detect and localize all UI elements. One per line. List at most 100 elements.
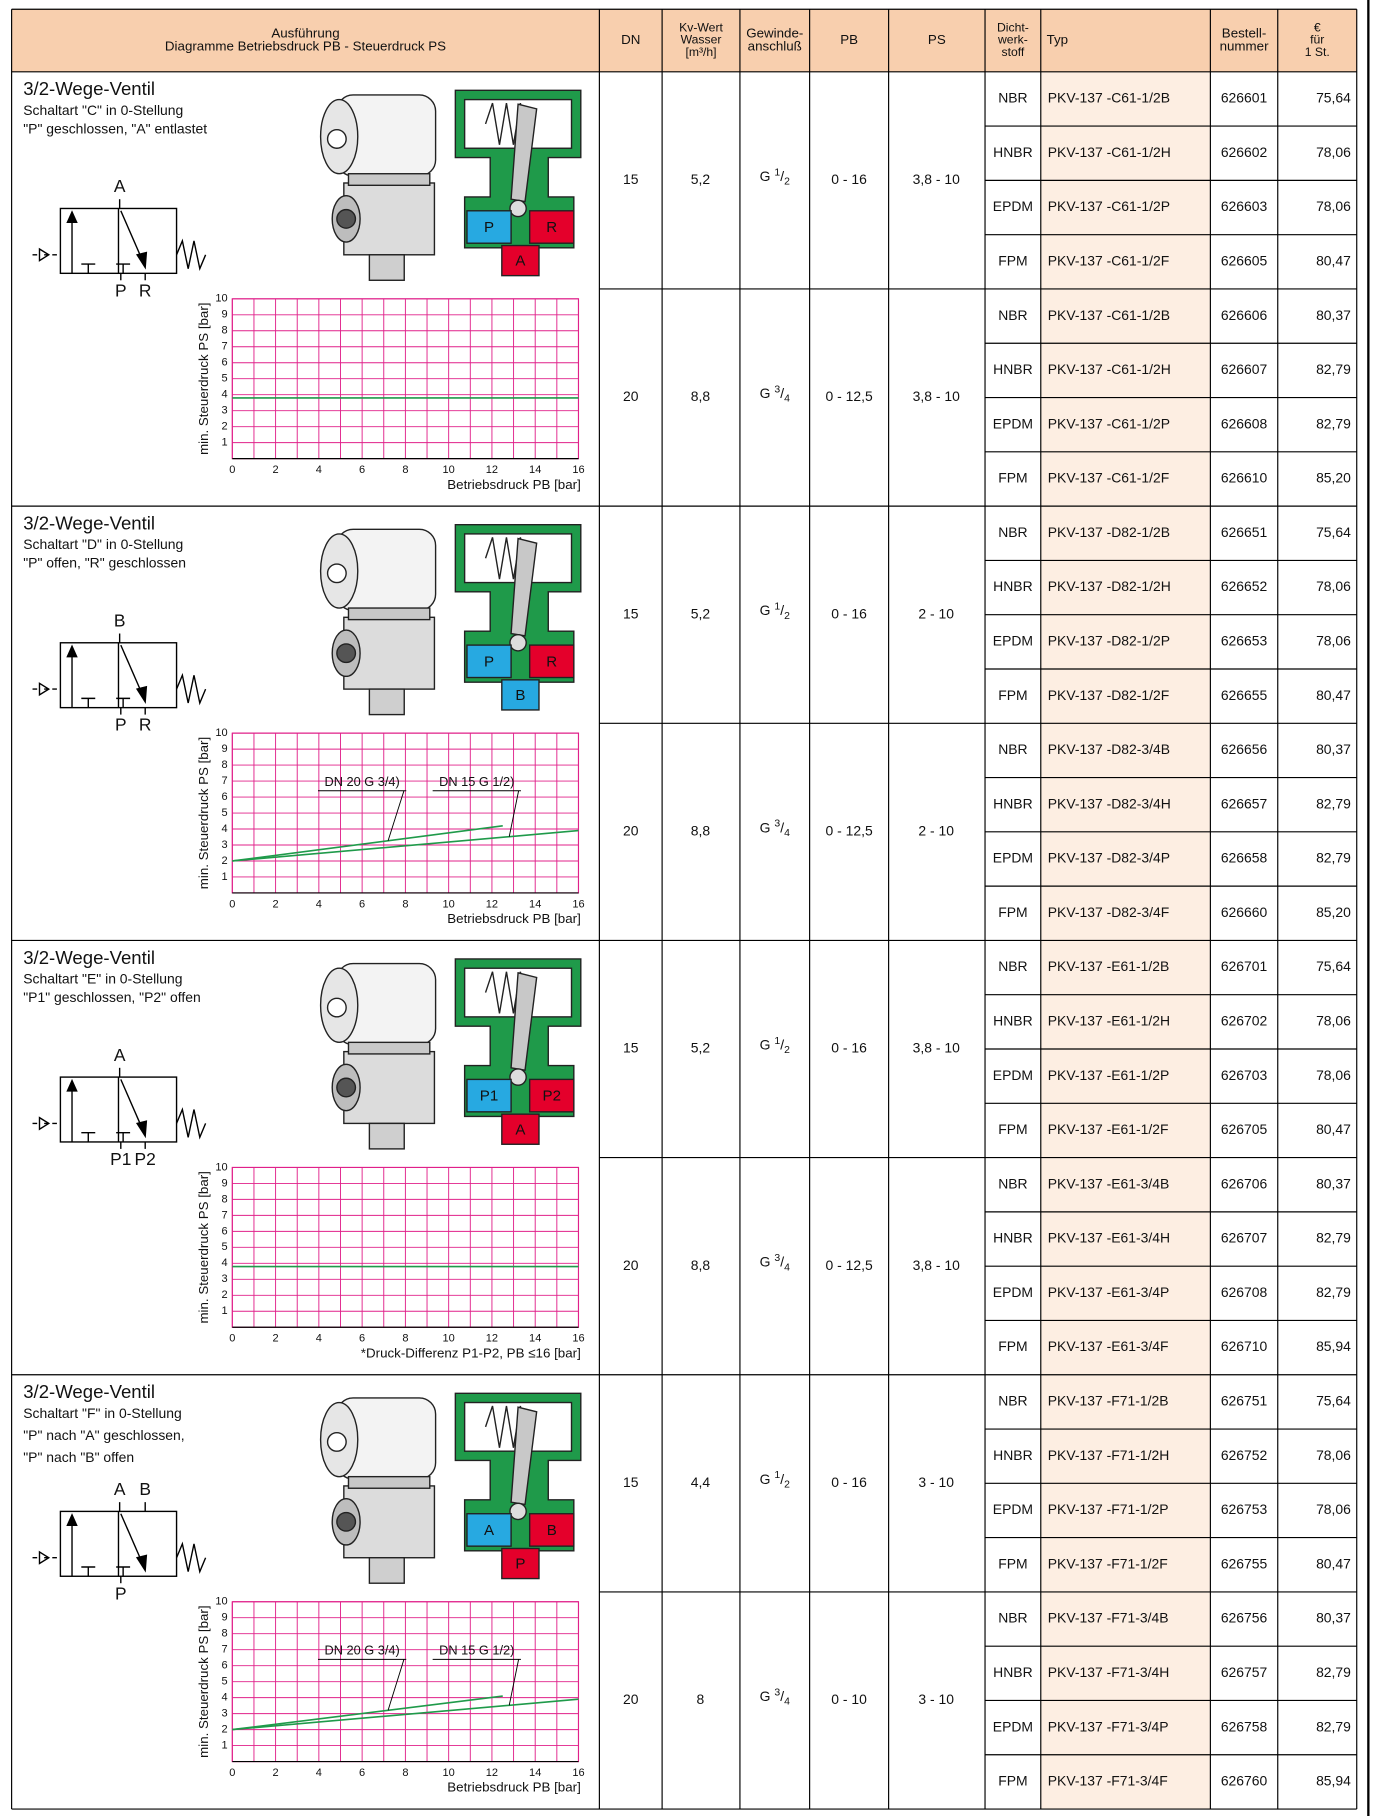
label-leader: [508, 790, 520, 837]
port-label: P: [115, 1583, 127, 1603]
order-number: 626752: [1221, 1447, 1268, 1463]
y-tick-label: 6: [222, 791, 228, 803]
y-axis-label: min. Steuerdruck PS [bar]: [196, 303, 211, 455]
dn: 15: [623, 1040, 639, 1056]
ps-range: 2 - 10: [918, 605, 954, 621]
symbol-arrowhead: [135, 1554, 148, 1573]
header-label: Dicht-: [997, 21, 1029, 35]
price: 82,79: [1316, 850, 1351, 866]
thread-prefix: G: [760, 385, 771, 401]
price: 78,06: [1316, 1501, 1351, 1517]
symbol-control-head: [38, 682, 51, 697]
material: HNBR: [993, 578, 1032, 594]
thread-slash: /: [780, 1253, 784, 1269]
symbol-block: [81, 263, 96, 274]
x-tick-label: 0: [229, 1767, 235, 1779]
material: NBR: [998, 1175, 1027, 1191]
type-code: PKV-137 -C61-1/2H: [1048, 144, 1171, 160]
material: EPDM: [993, 1718, 1033, 1734]
symbol-arrowhead: [135, 1120, 148, 1139]
valve-symbol: [32, 1502, 207, 1584]
valve-flange: [347, 1041, 431, 1055]
y-tick-label: 2: [222, 1724, 228, 1736]
y-tick-label: 10: [215, 293, 227, 305]
material: HNBR: [993, 144, 1032, 160]
material: EPDM: [993, 1501, 1033, 1517]
valve-port-thread: [336, 208, 357, 229]
thread-prefix: G: [760, 602, 771, 618]
y-tick-label: 5: [222, 1676, 228, 1688]
thread-denominator: 2: [784, 611, 790, 622]
thread: G 3/4: [760, 819, 790, 839]
valve-symbol: [32, 633, 207, 715]
x-tick-label: 10: [443, 898, 455, 910]
order-number: 626605: [1221, 253, 1268, 269]
cutaway-port: [501, 1547, 540, 1580]
price: 80,47: [1316, 1555, 1351, 1571]
price: 82,79: [1316, 1718, 1351, 1734]
symbol-block: [116, 1566, 131, 1577]
order-number: 626705: [1221, 1121, 1268, 1137]
coil-nut: [326, 129, 347, 149]
y-tick-label: 4: [222, 1692, 228, 1704]
data-line: [232, 1695, 503, 1731]
type-code: PKV-137 -D82-3/4H: [1048, 795, 1171, 811]
type-code: PKV-137 -C61-1/2P: [1048, 198, 1170, 214]
price: 82,79: [1316, 1664, 1351, 1680]
x-tick-label: 6: [359, 898, 365, 910]
thread-numerator: 1: [774, 1470, 780, 1481]
x-axis-label: Betriebsdruck PB [bar]: [447, 911, 581, 926]
header-label: Ausführung: [271, 25, 339, 40]
x-axis-label: Betriebsdruck PB [bar]: [447, 477, 581, 492]
section-description: "P1" geschlossen, "P2" offen: [23, 989, 200, 1005]
x-tick-label: 2: [273, 464, 279, 476]
header-label: 1 St.: [1305, 45, 1330, 59]
y-tick-label: 1: [222, 871, 228, 883]
x-tick-label: 4: [316, 1767, 322, 1779]
order-number: 626757: [1221, 1664, 1268, 1680]
material: HNBR: [993, 1230, 1032, 1246]
cutaway-port: [528, 210, 575, 244]
symbol-block: [116, 697, 131, 708]
y-tick-label: 7: [222, 775, 228, 787]
thread-prefix: G: [760, 1471, 771, 1487]
x-tick-label: 6: [359, 1333, 365, 1345]
price: 75,64: [1316, 1393, 1351, 1409]
cutaway-pivot: [509, 1502, 527, 1521]
pb-range: 0 - 12,5: [826, 823, 873, 839]
type-code: PKV-137 -E61-3/4F: [1048, 1338, 1169, 1354]
type-code: PKV-137 -D82-3/4P: [1048, 850, 1170, 866]
valve-symbol: [32, 1067, 207, 1149]
section-description: Schaltart "D" in 0-Stellung: [23, 536, 183, 552]
header-label: €: [1314, 21, 1321, 35]
port-label: B: [114, 611, 126, 631]
y-tick-label: 8: [222, 325, 228, 337]
dn: 20: [623, 1257, 639, 1273]
cutaway-port: [466, 1078, 512, 1113]
pb-range: 0 - 16: [831, 605, 867, 621]
header-label: Bestell-: [1222, 25, 1267, 40]
order-number: 626753: [1221, 1501, 1268, 1517]
cutaway-port: [466, 644, 512, 679]
x-tick-label: 0: [229, 898, 235, 910]
kv-value: 5,2: [691, 1040, 711, 1056]
symbol-block: [81, 1131, 96, 1142]
price: 80,37: [1316, 741, 1351, 757]
valve-outlet: [368, 254, 405, 281]
price: 75,64: [1316, 958, 1351, 974]
y-tick-label: 7: [222, 1644, 228, 1656]
port-label: R: [139, 715, 152, 735]
header-label: werk-: [997, 33, 1028, 47]
cutaway-lever: [510, 103, 538, 203]
section-title: 3/2-Wege-Ventil: [23, 947, 155, 968]
valve-cutaway: [454, 523, 582, 711]
y-tick-label: 7: [222, 1209, 228, 1221]
x-tick-label: 12: [486, 1333, 498, 1345]
thread-numerator: 3: [774, 1253, 780, 1264]
pb-range: 0 - 16: [831, 171, 867, 187]
material: FPM: [998, 1773, 1027, 1789]
cutaway-pivot: [509, 1068, 527, 1086]
order-number: 626610: [1221, 470, 1268, 486]
dn: 20: [623, 823, 639, 839]
cutaway-port-label: P: [484, 219, 494, 236]
